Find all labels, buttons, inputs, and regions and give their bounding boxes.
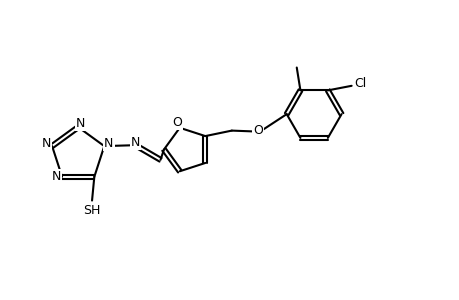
Text: Cl: Cl — [354, 77, 366, 90]
Text: O: O — [252, 124, 262, 137]
Text: O: O — [172, 116, 182, 129]
Text: SH: SH — [83, 204, 101, 217]
Text: N: N — [104, 137, 113, 150]
Text: N: N — [76, 117, 85, 130]
Text: N: N — [42, 137, 51, 150]
Text: N: N — [130, 136, 140, 149]
Text: N: N — [52, 170, 61, 183]
